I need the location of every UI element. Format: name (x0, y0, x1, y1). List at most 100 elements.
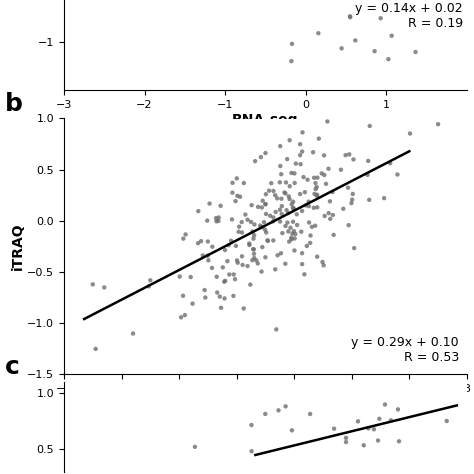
Point (293, 221, 301, 229)
Point (286, 137, 293, 144)
Point (296, 151, 304, 159)
Text: y = 0.29x + 0.10
R = 0.53: y = 0.29x + 0.10 R = 0.53 (351, 336, 459, 364)
Point (297, 160, 304, 168)
Point (248, 256, 256, 264)
Point (296, 140, 304, 148)
Point (288, 427, 296, 434)
Point (284, 209, 292, 217)
Point (191, 443, 199, 451)
Point (310, 148, 317, 156)
Point (288, 40, 296, 48)
Point (272, 191, 279, 199)
Point (270, 187, 277, 195)
Point (246, 240, 253, 247)
Point (201, 294, 209, 301)
Point (244, 216, 251, 224)
Point (350, 244, 358, 252)
Point (326, 198, 334, 205)
Point (325, 210, 332, 217)
Point (234, 192, 241, 200)
Point (282, 260, 289, 267)
Point (177, 313, 185, 321)
Point (239, 261, 246, 269)
Point (272, 208, 280, 216)
Point (264, 237, 271, 244)
Point (290, 206, 297, 213)
Point (298, 207, 306, 215)
Point (229, 179, 237, 187)
Point (209, 243, 216, 250)
Point (250, 250, 258, 257)
Point (322, 180, 330, 188)
Point (321, 212, 328, 220)
Point (289, 218, 297, 226)
Point (298, 260, 306, 268)
Point (247, 421, 255, 429)
Point (251, 221, 258, 228)
Point (289, 204, 297, 211)
Point (260, 219, 268, 226)
Point (229, 292, 237, 300)
Point (315, 29, 322, 37)
Point (236, 193, 244, 201)
Point (262, 201, 269, 208)
Point (394, 406, 402, 413)
Point (246, 241, 253, 249)
Point (406, 130, 414, 137)
Point (281, 189, 288, 196)
Point (310, 204, 318, 211)
Point (256, 222, 264, 229)
Point (274, 252, 282, 259)
Point (344, 184, 352, 191)
Point (318, 170, 326, 177)
Point (306, 239, 314, 246)
Point (250, 235, 257, 243)
Point (275, 407, 283, 414)
Point (346, 151, 353, 158)
Point (247, 218, 255, 226)
Point (283, 206, 291, 214)
Point (204, 252, 211, 259)
Point (267, 179, 275, 187)
Point (307, 232, 314, 239)
Point (276, 218, 284, 225)
Point (249, 246, 257, 253)
Point (257, 223, 265, 231)
Point (304, 176, 311, 183)
Text: y = 0.14x + 0.02
R = 0.19: y = 0.14x + 0.02 R = 0.19 (355, 2, 463, 30)
Point (296, 190, 304, 198)
Point (342, 434, 350, 442)
Point (298, 148, 306, 155)
Point (337, 166, 345, 173)
Point (203, 217, 211, 224)
Point (212, 214, 220, 222)
Point (250, 231, 258, 239)
Point (235, 228, 242, 236)
Point (129, 330, 137, 337)
Point (311, 222, 319, 229)
Point (301, 188, 309, 196)
Point (248, 201, 255, 209)
Point (213, 273, 220, 281)
Point (300, 173, 307, 181)
Point (278, 202, 286, 210)
Point (238, 253, 246, 260)
Point (305, 219, 313, 226)
Point (240, 305, 247, 312)
X-axis label: RNA-seq: RNA-seq (232, 397, 299, 411)
Point (145, 283, 153, 290)
Point (395, 438, 403, 445)
Point (250, 254, 258, 262)
Point (226, 271, 233, 278)
Point (238, 229, 246, 237)
Point (273, 194, 281, 202)
Point (319, 258, 326, 266)
Point (205, 256, 212, 264)
Point (197, 237, 205, 245)
Point (330, 425, 338, 432)
Point (412, 48, 419, 56)
Point (315, 135, 323, 142)
Point (283, 155, 291, 163)
Point (327, 215, 334, 223)
Point (313, 183, 320, 191)
